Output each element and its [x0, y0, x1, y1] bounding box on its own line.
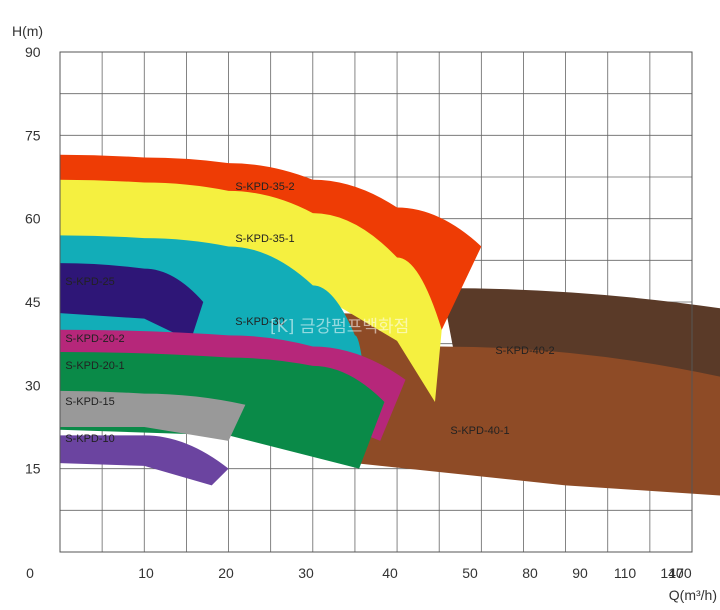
x-tick-label: 10: [138, 565, 154, 581]
band-label: S-KPD-10: [65, 433, 115, 445]
band-s-kpd-35-1: [60, 179, 442, 402]
band-label: S-KPD-25: [65, 276, 115, 288]
x-tick-label: 50: [462, 565, 478, 581]
performance-bands: [60, 154, 720, 496]
y-tick-label: 30: [25, 377, 41, 393]
band-label: S-KPD-40-1: [450, 425, 509, 437]
x-tick-label: 90: [572, 565, 588, 581]
x-tick-label: 110: [614, 565, 637, 581]
band-label: S-KPD-20-2: [65, 333, 124, 345]
y-tick-label: 90: [25, 44, 41, 60]
band-s-kpd-10: [60, 435, 229, 486]
band-label: S-KPD-30: [235, 316, 285, 328]
y-tick-label: 60: [25, 211, 41, 227]
y-axis-label: H(m): [12, 23, 43, 39]
band-labels: S-KPD-40-2 S-KPD-40-1 S-KPD-35-2 S-KPD-35-1…: [65, 181, 554, 445]
band-label: S-KPD-20-1: [65, 360, 124, 372]
x-tick-label: 170: [668, 565, 692, 581]
plot-frame: [59, 51, 693, 553]
band-s-kpd-25: [60, 263, 204, 341]
x-axis-label: Q(m³/h): [669, 587, 717, 603]
watermark-text: [K] 금강펌프백화점: [270, 317, 409, 337]
band-label: S-KPD-15: [65, 396, 115, 408]
band-label: S-KPD-35-1: [235, 233, 294, 245]
x-tick-label: 30: [298, 565, 314, 581]
y-tick-label: 15: [25, 461, 41, 477]
band-s-kpd-15: [60, 390, 246, 441]
x-tick-label: 20: [218, 565, 234, 581]
y-axis-ticks: 90 75 60 45 30 15: [25, 44, 41, 477]
x-tick-label: 0: [26, 565, 34, 581]
x-tick-label: 140: [660, 565, 684, 581]
x-tick-label: 40: [382, 565, 398, 581]
y-tick-label: 45: [25, 294, 41, 310]
x-tick-label: 80: [522, 565, 538, 581]
y-tick-label: 75: [25, 127, 41, 143]
band-label: S-KPD-35-2: [235, 181, 294, 193]
band-label: S-KPD-40-2: [495, 345, 554, 357]
